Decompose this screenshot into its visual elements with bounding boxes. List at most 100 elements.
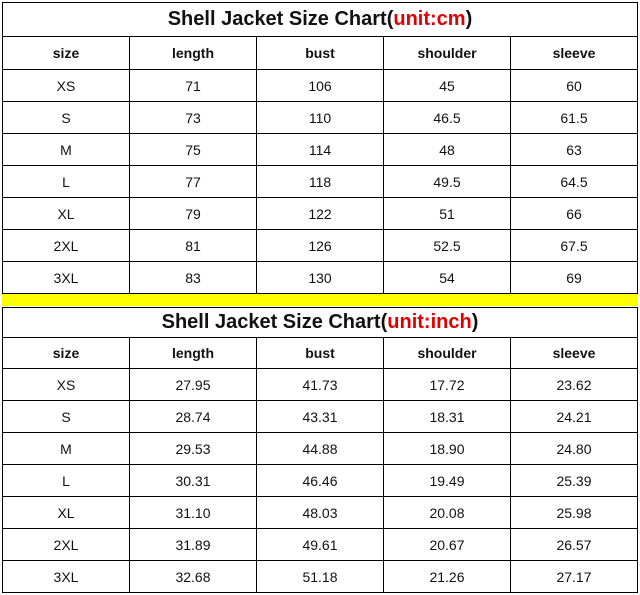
- header-cell: bust: [256, 337, 384, 369]
- cell: XL: [2, 496, 130, 529]
- cell: 18.31: [383, 400, 511, 433]
- cell: 25.98: [510, 496, 638, 529]
- cell: 64.5: [510, 165, 638, 198]
- cell: 18.90: [383, 432, 511, 465]
- cell: 20.67: [383, 528, 511, 561]
- data-row: L 77 118 49.5 64.5: [2, 165, 638, 198]
- cell: 20.08: [383, 496, 511, 529]
- data-row: 3XL 32.68 51.18 21.26 27.17: [2, 560, 638, 593]
- cell: 130: [256, 261, 384, 294]
- cell: 110: [256, 101, 384, 134]
- header-cell: length: [129, 337, 257, 369]
- cell: 30.31: [129, 464, 257, 497]
- header-cell: sleeve: [510, 36, 638, 70]
- data-row: 2XL 81 126 52.5 67.5: [2, 229, 638, 262]
- cell: 75: [129, 133, 257, 166]
- cell: 81: [129, 229, 257, 262]
- cell: 2XL: [2, 528, 130, 561]
- header-row: size length bust shoulder sleeve: [2, 36, 638, 70]
- cell: 25.39: [510, 464, 638, 497]
- cell: 43.31: [256, 400, 384, 433]
- table-title: Shell Jacket Size Chart(unit:inch): [2, 307, 638, 338]
- cell: 118: [256, 165, 384, 198]
- header-cell: size: [2, 337, 130, 369]
- cell: XL: [2, 197, 130, 230]
- header-cell: bust: [256, 36, 384, 70]
- cell: 23.62: [510, 368, 638, 401]
- title-text: ): [465, 8, 473, 30]
- data-row: M 29.53 44.88 18.90 24.80: [2, 432, 638, 465]
- cell: 24.21: [510, 400, 638, 433]
- cell: 51: [383, 197, 511, 230]
- cell: 61.5: [510, 101, 638, 134]
- cell: 17.72: [383, 368, 511, 401]
- cell: 67.5: [510, 229, 638, 262]
- cell: 21.26: [383, 560, 511, 593]
- data-row: XL 31.10 48.03 20.08 25.98: [2, 496, 638, 529]
- cell: XS: [2, 69, 130, 102]
- cell: 83: [129, 261, 257, 294]
- title-unit: unit:inch: [387, 311, 472, 333]
- cell: 48.03: [256, 496, 384, 529]
- header-row: size length bust shoulder sleeve: [2, 337, 638, 369]
- header-cell: sleeve: [510, 337, 638, 369]
- cell: 122: [256, 197, 384, 230]
- cell: 126: [256, 229, 384, 262]
- cell: 48: [383, 133, 511, 166]
- data-row: S 73 110 46.5 61.5: [2, 101, 638, 134]
- header-cell: shoulder: [383, 337, 511, 369]
- cell: 46.46: [256, 464, 384, 497]
- cell: 19.49: [383, 464, 511, 497]
- cell: 52.5: [383, 229, 511, 262]
- title-text: ): [471, 311, 479, 333]
- table-title: Shell Jacket Size Chart(unit:cm): [2, 2, 638, 37]
- header-cell: length: [129, 36, 257, 70]
- size-table-inch: Shell Jacket Size Chart(unit:inch) size le…: [2, 307, 638, 593]
- cell: 26.57: [510, 528, 638, 561]
- cell: 28.74: [129, 400, 257, 433]
- data-row: 2XL 31.89 49.61 20.67 26.57: [2, 528, 638, 561]
- title-text: Shell Jacket Size Chart(: [161, 311, 388, 333]
- header-cell: shoulder: [383, 36, 511, 70]
- cell: 2XL: [2, 229, 130, 262]
- cell: L: [2, 165, 130, 198]
- cell: 29.53: [129, 432, 257, 465]
- title-row: Shell Jacket Size Chart(unit:cm): [2, 2, 638, 37]
- cell: 49.5: [383, 165, 511, 198]
- data-row: 3XL 83 130 54 69: [2, 261, 638, 294]
- cell: M: [2, 133, 130, 166]
- cell: 51.18: [256, 560, 384, 593]
- cell: 41.73: [256, 368, 384, 401]
- cell: 44.88: [256, 432, 384, 465]
- title-unit: unit:cm: [393, 8, 466, 30]
- cell: 46.5: [383, 101, 511, 134]
- cell: XS: [2, 368, 130, 401]
- cell: 49.61: [256, 528, 384, 561]
- cell: S: [2, 101, 130, 134]
- data-row: XS 27.95 41.73 17.72 23.62: [2, 368, 638, 401]
- cell: M: [2, 432, 130, 465]
- cell: 69: [510, 261, 638, 294]
- cell: 114: [256, 133, 384, 166]
- data-row: XL 79 122 51 66: [2, 197, 638, 230]
- title-text: Shell Jacket Size Chart(: [167, 8, 394, 30]
- cell: 45: [383, 69, 511, 102]
- cell: L: [2, 464, 130, 497]
- header-cell: size: [2, 36, 130, 70]
- cell: 3XL: [2, 560, 130, 593]
- cell: 31.89: [129, 528, 257, 561]
- size-table-cm: Shell Jacket Size Chart(unit:cm) size leng…: [2, 2, 638, 294]
- data-row: XS 71 106 45 60: [2, 69, 638, 102]
- cell: 77: [129, 165, 257, 198]
- cell: 60: [510, 69, 638, 102]
- cell: 31.10: [129, 496, 257, 529]
- data-row: M 75 114 48 63: [2, 133, 638, 166]
- cell: 32.68: [129, 560, 257, 593]
- cell: 71: [129, 69, 257, 102]
- title-row: Shell Jacket Size Chart(unit:inch): [2, 307, 638, 338]
- cell: 27.17: [510, 560, 638, 593]
- cell: 79: [129, 197, 257, 230]
- cell: 106: [256, 69, 384, 102]
- cell: 63: [510, 133, 638, 166]
- cell: 66: [510, 197, 638, 230]
